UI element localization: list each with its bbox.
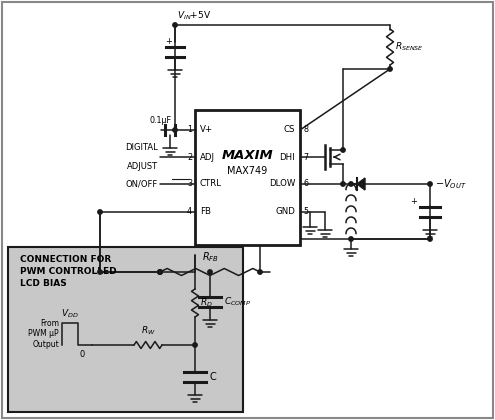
Text: $R_{SENSE}$: $R_{SENSE}$ [395, 41, 424, 53]
Text: 6: 6 [303, 179, 308, 189]
Circle shape [193, 343, 197, 347]
Circle shape [158, 270, 162, 274]
FancyBboxPatch shape [8, 247, 243, 412]
Circle shape [428, 182, 432, 186]
Text: $-V_{OUT}$: $-V_{OUT}$ [435, 177, 467, 191]
Circle shape [173, 23, 177, 27]
Circle shape [388, 67, 392, 71]
Text: DIGITAL: DIGITAL [125, 143, 158, 152]
Text: C: C [209, 372, 216, 382]
Text: $R_D$: $R_D$ [200, 297, 213, 309]
Text: 0: 0 [80, 350, 85, 359]
Text: CONNECTION FOR: CONNECTION FOR [20, 255, 111, 264]
Text: $C_{COMP}$: $C_{COMP}$ [224, 296, 251, 308]
Text: DLOW: DLOW [269, 179, 295, 189]
Text: CS: CS [284, 126, 295, 134]
FancyBboxPatch shape [195, 110, 300, 245]
Text: 3: 3 [187, 179, 192, 189]
Text: MAX749: MAX749 [227, 165, 268, 176]
Text: 4: 4 [187, 207, 192, 216]
Circle shape [173, 128, 177, 132]
Text: LCD BIAS: LCD BIAS [20, 279, 67, 288]
Text: 0.1μF: 0.1μF [150, 116, 172, 125]
Text: 8: 8 [303, 126, 308, 134]
Text: $R_W$: $R_W$ [141, 325, 155, 337]
Circle shape [98, 270, 102, 274]
Circle shape [258, 270, 262, 274]
Text: CTRL: CTRL [200, 179, 222, 189]
Text: 5: 5 [303, 207, 308, 216]
Text: DHI: DHI [279, 152, 295, 162]
Text: MAXIM: MAXIM [222, 149, 273, 162]
Text: ADJUST: ADJUST [127, 162, 158, 171]
Circle shape [341, 182, 345, 186]
Text: 7: 7 [303, 152, 308, 162]
Circle shape [349, 237, 353, 241]
Text: ADJ: ADJ [200, 152, 215, 162]
Circle shape [341, 148, 345, 152]
Text: $V_{DD}$: $V_{DD}$ [61, 307, 79, 320]
Text: +: + [410, 197, 417, 206]
Text: PWM CONTROLLED: PWM CONTROLLED [20, 267, 117, 276]
Circle shape [98, 210, 102, 214]
Circle shape [158, 270, 162, 274]
Text: 2: 2 [187, 152, 192, 162]
Polygon shape [357, 178, 365, 190]
Text: From
PWM μP
Output: From PWM μP Output [28, 319, 59, 349]
Text: ON/OFF: ON/OFF [126, 179, 158, 189]
Text: FB: FB [200, 207, 211, 216]
Circle shape [208, 270, 212, 274]
Circle shape [349, 182, 353, 186]
Text: $R_{FB}$: $R_{FB}$ [201, 250, 218, 264]
Circle shape [428, 237, 432, 241]
Text: +: + [165, 37, 172, 47]
Text: GND: GND [275, 207, 295, 216]
Text: $V_{IN}$+5V: $V_{IN}$+5V [177, 10, 211, 22]
Text: 1: 1 [187, 126, 192, 134]
Circle shape [158, 270, 162, 274]
Text: V+: V+ [200, 126, 213, 134]
